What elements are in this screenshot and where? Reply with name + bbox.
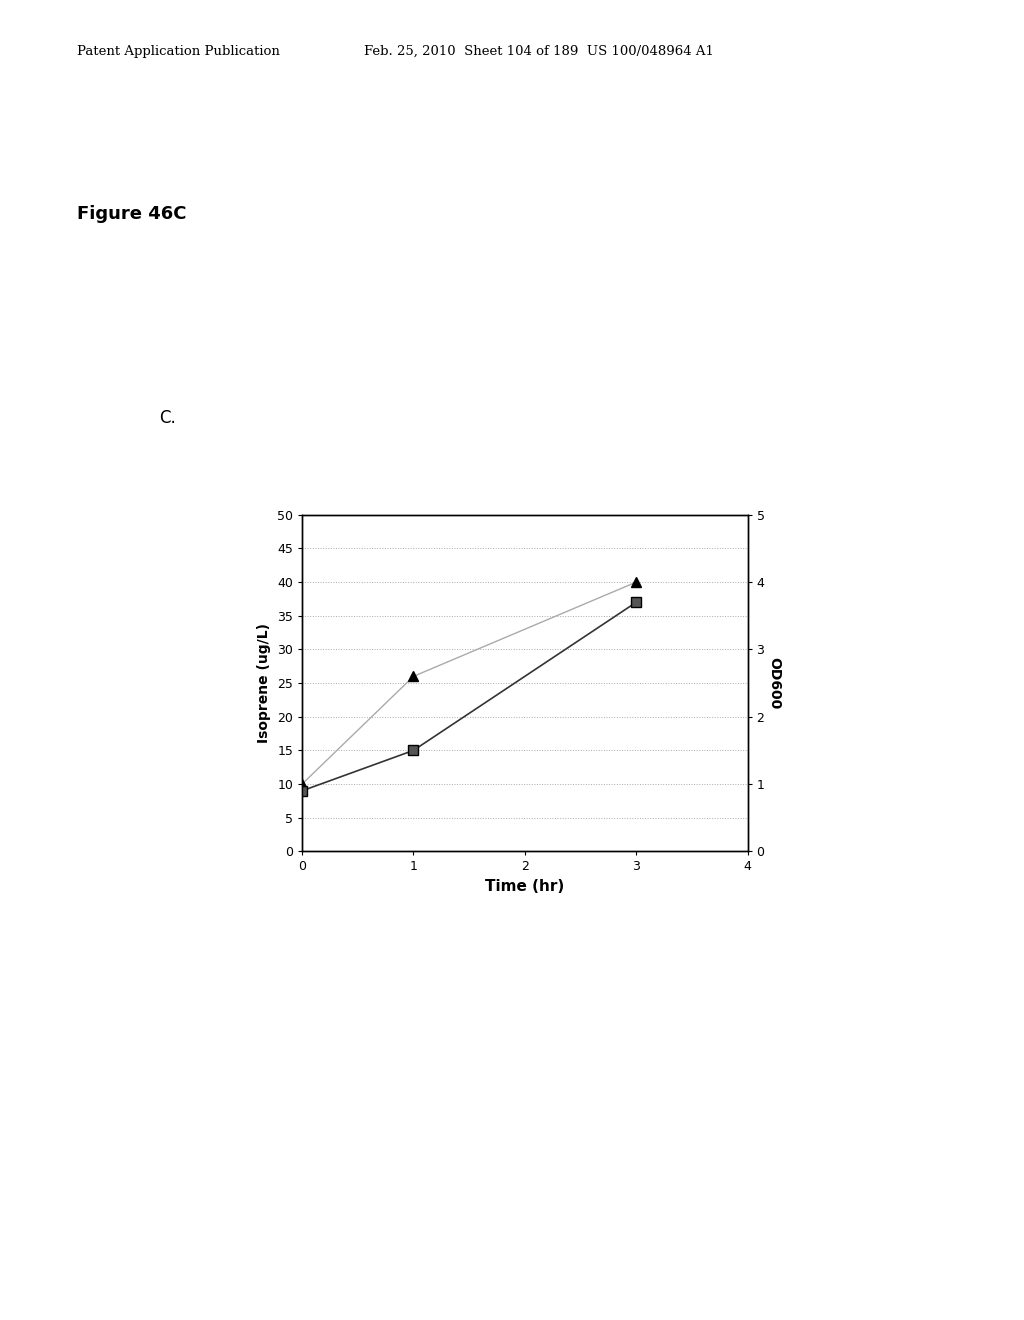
X-axis label: Time (hr): Time (hr) <box>485 879 564 894</box>
Y-axis label: OD600: OD600 <box>767 657 781 709</box>
Text: Feb. 25, 2010  Sheet 104 of 189  US 100/048964 A1: Feb. 25, 2010 Sheet 104 of 189 US 100/04… <box>364 45 714 58</box>
Text: Figure 46C: Figure 46C <box>77 205 186 223</box>
Text: C.: C. <box>159 409 175 428</box>
Y-axis label: Isoprene (ug/L): Isoprene (ug/L) <box>257 623 271 743</box>
Text: Patent Application Publication: Patent Application Publication <box>77 45 280 58</box>
